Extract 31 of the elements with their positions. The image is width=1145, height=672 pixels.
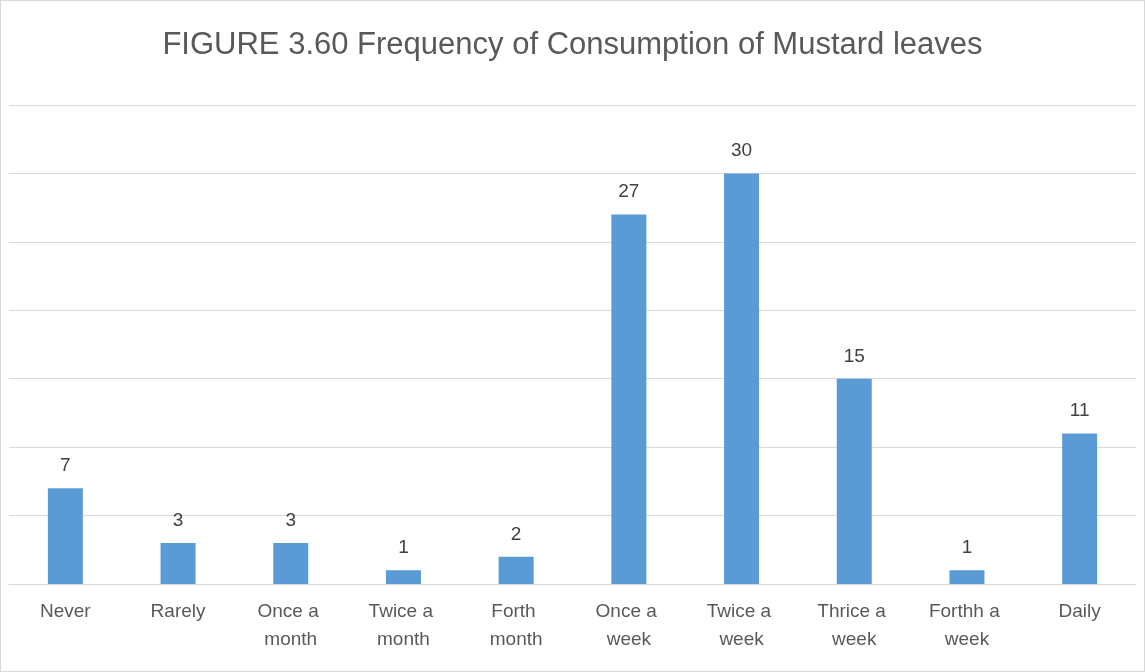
data-label: 11 xyxy=(1069,399,1090,421)
x-tick-label: Never xyxy=(40,599,92,621)
x-tick-label: Once a month xyxy=(257,599,325,649)
bar xyxy=(498,556,534,584)
x-tick-label: Daily xyxy=(1058,599,1102,621)
x-tick-label: Twice a week xyxy=(706,599,777,649)
bar xyxy=(273,542,309,584)
x-tick-label: Rarely xyxy=(150,599,206,621)
bar xyxy=(385,570,421,584)
data-label: 1 xyxy=(398,536,409,558)
bar xyxy=(1062,433,1098,584)
bar xyxy=(836,378,872,584)
x-tick-label: Once a week xyxy=(595,599,663,649)
bar xyxy=(611,214,647,584)
x-tick-label: Forth month xyxy=(489,599,543,649)
chart-title: FIGURE 3.60 Frequency of Consumption of Mustard leaves xyxy=(162,26,983,61)
x-tick-label: Twice a month xyxy=(368,599,439,649)
data-label: 15 xyxy=(843,344,865,366)
bar xyxy=(949,570,985,584)
data-label: 2 xyxy=(510,522,522,544)
bar xyxy=(724,173,760,584)
bar xyxy=(160,542,196,584)
data-label: 30 xyxy=(730,139,753,161)
bar xyxy=(47,488,83,584)
x-tick-label: Forthh a week xyxy=(928,599,1005,649)
data-label: 1 xyxy=(961,536,973,558)
data-label: 3 xyxy=(172,508,184,530)
x-tick-label: Thrice a week xyxy=(817,599,892,649)
data-label: 27 xyxy=(618,180,640,202)
data-label: 7 xyxy=(60,454,71,476)
data-label: 3 xyxy=(285,508,297,530)
